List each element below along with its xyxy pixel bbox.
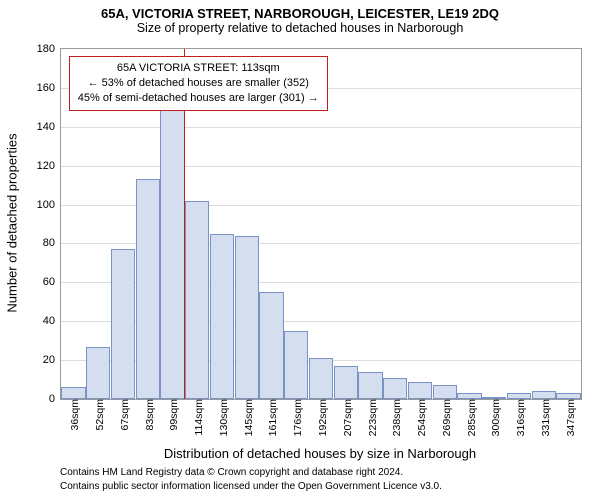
x-tick-label: 176sqm bbox=[288, 399, 304, 436]
x-tick-label: 67sqm bbox=[115, 399, 131, 431]
gridline bbox=[61, 127, 581, 128]
histogram-bar bbox=[61, 387, 85, 399]
x-tick-label: 285sqm bbox=[462, 399, 478, 436]
histogram-bar bbox=[210, 234, 234, 399]
y-tick-label: 60 bbox=[25, 276, 61, 288]
y-tick-label: 100 bbox=[25, 199, 61, 211]
histogram-bar bbox=[86, 347, 110, 400]
x-tick-label: 238sqm bbox=[387, 399, 403, 436]
histogram-bar bbox=[259, 292, 283, 399]
y-tick-label: 0 bbox=[25, 393, 61, 405]
annotation-box: 65A VICTORIA STREET: 113sqm← 53% of deta… bbox=[69, 56, 328, 111]
y-tick-label: 140 bbox=[25, 121, 61, 133]
y-tick-label: 180 bbox=[25, 43, 61, 55]
y-tick-label: 20 bbox=[25, 354, 61, 366]
footer-line-1: Contains HM Land Registry data © Crown c… bbox=[60, 466, 442, 480]
gridline bbox=[61, 166, 581, 167]
x-tick-label: 316sqm bbox=[511, 399, 527, 436]
footer-line-2: Contains public sector information licen… bbox=[60, 480, 442, 494]
y-tick-label: 160 bbox=[25, 82, 61, 94]
histogram-bar bbox=[160, 82, 184, 399]
annotation-line: ← 53% of detached houses are smaller (35… bbox=[78, 76, 319, 91]
x-tick-label: 36sqm bbox=[65, 399, 81, 431]
x-tick-label: 300sqm bbox=[486, 399, 502, 436]
x-tick-label: 99sqm bbox=[164, 399, 180, 431]
x-tick-label: 223sqm bbox=[363, 399, 379, 436]
x-tick-label: 269sqm bbox=[437, 399, 453, 436]
histogram-bar bbox=[334, 366, 358, 399]
title-line-1: 65A, VICTORIA STREET, NARBOROUGH, LEICES… bbox=[0, 0, 600, 21]
histogram-bar bbox=[185, 201, 209, 399]
histogram-bar bbox=[284, 331, 308, 399]
x-tick-label: 161sqm bbox=[263, 399, 279, 436]
x-axis-label: Distribution of detached houses by size … bbox=[60, 446, 580, 461]
x-tick-label: 192sqm bbox=[313, 399, 329, 436]
histogram-bar bbox=[309, 358, 333, 399]
histogram-bar bbox=[408, 382, 432, 400]
x-tick-label: 130sqm bbox=[214, 399, 230, 436]
x-tick-label: 83sqm bbox=[140, 399, 156, 431]
histogram-bar bbox=[358, 372, 382, 399]
histogram-bar bbox=[136, 179, 160, 399]
histogram-bar bbox=[111, 249, 135, 399]
annotation-line: 65A VICTORIA STREET: 113sqm bbox=[78, 61, 319, 76]
x-tick-label: 52sqm bbox=[90, 399, 106, 431]
y-tick-label: 120 bbox=[25, 160, 61, 172]
y-tick-label: 40 bbox=[25, 315, 61, 327]
title-line-2: Size of property relative to detached ho… bbox=[0, 21, 600, 35]
chart-plot-area: 02040608010012014016018036sqm52sqm67sqm8… bbox=[60, 48, 582, 400]
footer-attribution: Contains HM Land Registry data © Crown c… bbox=[60, 466, 442, 493]
annotation-line: 45% of semi-detached houses are larger (… bbox=[78, 91, 319, 106]
y-axis-label: Number of detached properties bbox=[5, 48, 20, 398]
histogram-bar bbox=[383, 378, 407, 399]
x-tick-label: 347sqm bbox=[561, 399, 577, 436]
histogram-bar bbox=[532, 391, 556, 399]
x-tick-label: 114sqm bbox=[189, 399, 205, 436]
x-tick-label: 254sqm bbox=[412, 399, 428, 436]
histogram-bar bbox=[235, 236, 259, 399]
histogram-bar bbox=[433, 385, 457, 399]
y-tick-label: 80 bbox=[25, 237, 61, 249]
x-tick-label: 331sqm bbox=[536, 399, 552, 436]
x-tick-label: 145sqm bbox=[239, 399, 255, 436]
x-tick-label: 207sqm bbox=[338, 399, 354, 436]
